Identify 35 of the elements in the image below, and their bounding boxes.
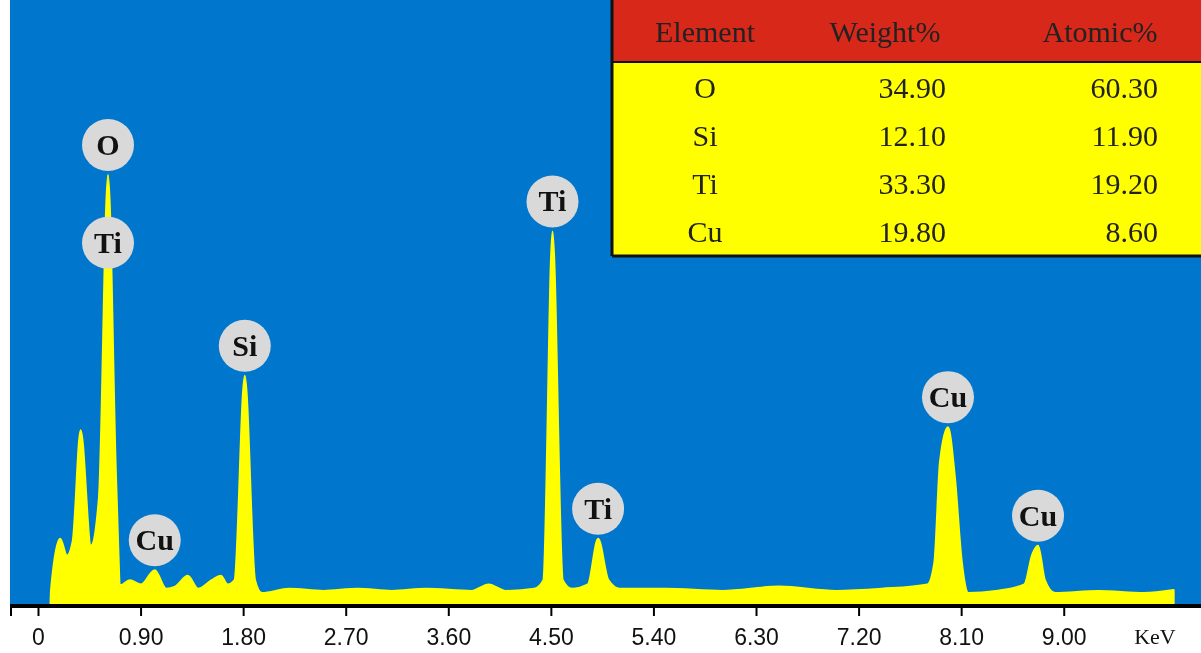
category-label: Si — [692, 119, 718, 152]
x-tick-label: 5.40 — [631, 624, 677, 650]
annotation: Ti — [584, 491, 612, 525]
annotation: Cu — [1018, 498, 1058, 532]
text: 11.90 — [1091, 119, 1158, 152]
x-tick-label: 4.50 — [528, 624, 574, 650]
text: 19.20 — [1090, 167, 1158, 200]
category-label: Ti — [692, 167, 718, 200]
annotation: Si — [232, 328, 258, 362]
text: 34.90 — [878, 71, 946, 104]
annotation: Cu — [135, 523, 174, 557]
x-tick-label: 1.80 — [221, 624, 267, 650]
x-tick-label: 2.70 — [323, 624, 369, 650]
category-label: O — [694, 71, 716, 104]
text: 60.30 — [1090, 71, 1158, 104]
text: 19.80 — [878, 215, 946, 248]
x-tick-label: 8.10 — [939, 624, 985, 650]
category-label: Element — [655, 15, 756, 48]
annotation: Cu — [928, 380, 968, 414]
category-label: Weight% — [829, 15, 941, 48]
x-tick-label: 3.60 — [426, 624, 472, 650]
category-label: Atomic% — [1042, 15, 1158, 48]
x-tick-label: 6.30 — [734, 624, 779, 650]
text: 33.30 — [878, 167, 946, 200]
text: 12.10 — [878, 119, 946, 152]
category-label: Cu — [687, 215, 723, 248]
x-tick-label: 7.20 — [836, 624, 882, 650]
x-tick-label: 9.00 — [1041, 624, 1087, 650]
annotation: Ti — [538, 184, 567, 218]
x-tick-label: 0.90 — [118, 624, 164, 650]
annotation: Ti — [94, 225, 122, 259]
annotation: O — [96, 128, 120, 161]
x-tick-label: 0 — [32, 624, 45, 650]
x-axis-title: KeV — [1134, 624, 1176, 649]
text: 8.60 — [1105, 215, 1158, 248]
